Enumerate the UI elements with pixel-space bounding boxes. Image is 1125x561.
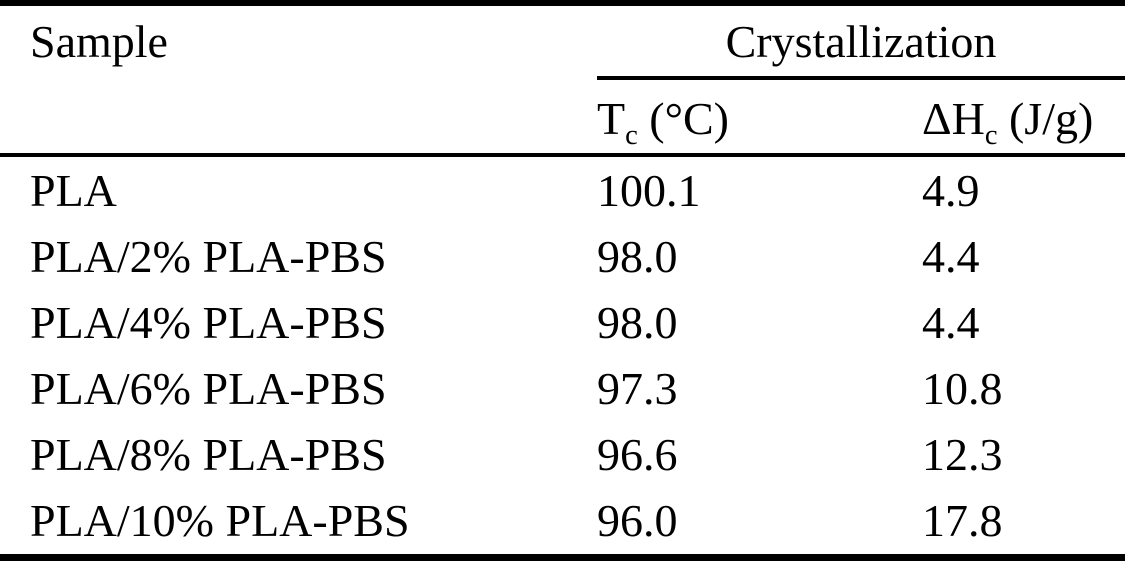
tc-cell: 96.6	[597, 429, 678, 481]
spanner-underline-rule	[597, 76, 1125, 80]
table-body: PLA 100.1 4.9 PLA/2% PLA-PBS 98.0 4.4 PL…	[0, 157, 1125, 554]
tc-symbol: T	[597, 93, 626, 144]
dhc-cell: 4.4	[922, 230, 980, 282]
table-row: PLA/6% PLA-PBS 97.3 10.8	[0, 356, 1125, 422]
sample-cell: PLA/10% PLA-PBS	[30, 495, 410, 547]
table-row: PLA/10% PLA-PBS 96.0 17.8	[0, 488, 1125, 554]
header-row-top: Sample Crystallization	[0, 6, 1125, 76]
table-row: PLA/4% PLA-PBS 98.0 4.4	[0, 289, 1125, 355]
dhc-subscript: c	[984, 120, 998, 152]
dhc-cell: 17.8	[922, 495, 1003, 547]
crystallization-spanner-header: Crystallization	[725, 15, 997, 67]
tc-column-header: Tc (°C)	[597, 92, 922, 150]
dhc-cell: 4.4	[922, 296, 980, 348]
dhc-cell: 10.8	[922, 363, 1003, 415]
table-row: PLA 100.1 4.9	[0, 157, 1125, 223]
sample-cell: PLA/4% PLA-PBS	[30, 296, 387, 348]
sample-cell: PLA/8% PLA-PBS	[30, 429, 387, 481]
dhc-column-header: ΔHc (J/g)	[922, 92, 1125, 150]
dhc-unit: (J/g)	[997, 93, 1094, 144]
sample-cell: PLA/6% PLA-PBS	[30, 363, 387, 415]
table-row: PLA/2% PLA-PBS 98.0 4.4	[0, 223, 1125, 289]
tc-cell: 97.3	[597, 363, 678, 415]
tc-cell: 98.0	[597, 230, 678, 282]
tc-subscript: c	[625, 120, 638, 152]
header-row-sub: Tc (°C) ΔHc (J/g)	[0, 80, 1125, 153]
dhc-cell: 4.9	[922, 164, 980, 216]
tc-cell: 96.0	[597, 495, 678, 547]
tc-unit: (°C)	[637, 93, 729, 144]
tc-cell: 100.1	[597, 164, 701, 216]
dhc-symbol: ΔH	[922, 93, 985, 144]
sample-column-header: Sample	[30, 15, 168, 67]
sample-cell: PLA	[30, 164, 117, 216]
sample-cell: PLA/2% PLA-PBS	[30, 230, 387, 282]
dhc-cell: 12.3	[922, 429, 1003, 481]
header-bottom-rule	[0, 153, 1125, 157]
table-row: PLA/8% PLA-PBS 96.6 12.3	[0, 422, 1125, 488]
tc-cell: 98.0	[597, 296, 678, 348]
